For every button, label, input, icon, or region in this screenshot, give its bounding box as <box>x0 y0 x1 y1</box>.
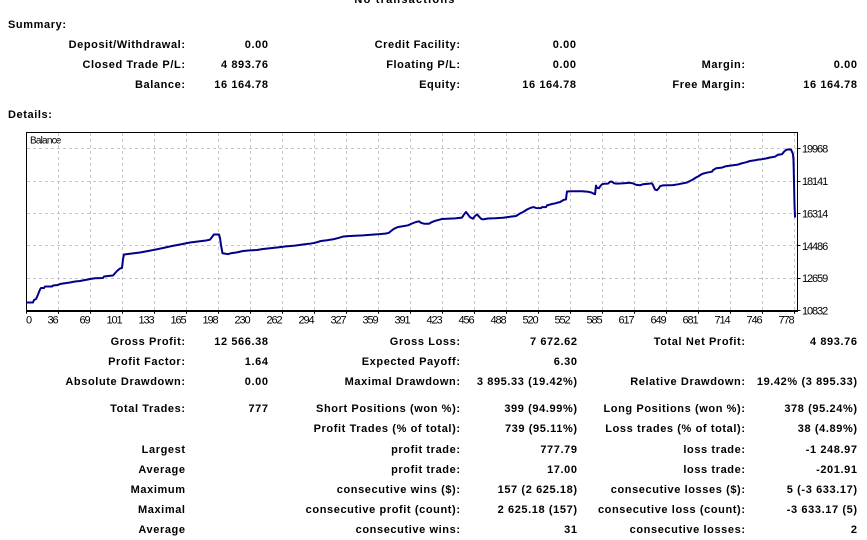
svg-text:681: 681 <box>682 314 698 326</box>
svg-text:198: 198 <box>202 314 218 326</box>
svg-text:19968: 19968 <box>802 144 828 156</box>
svg-text:746: 746 <box>746 314 762 326</box>
svg-text:10832: 10832 <box>802 306 828 318</box>
svg-text:520: 520 <box>522 314 538 326</box>
svg-text:14486: 14486 <box>802 241 828 253</box>
svg-text:18141: 18141 <box>802 176 828 188</box>
svg-text:262: 262 <box>266 314 282 326</box>
svg-text:16314: 16314 <box>802 208 828 220</box>
svg-text:359: 359 <box>362 314 378 326</box>
svg-text:552: 552 <box>554 314 570 326</box>
svg-text:165: 165 <box>170 314 186 326</box>
svg-text:488: 488 <box>490 314 506 326</box>
svg-text:327: 327 <box>330 314 346 326</box>
svg-text:617: 617 <box>618 314 634 326</box>
svg-text:230: 230 <box>234 314 250 326</box>
svg-text:649: 649 <box>650 314 666 326</box>
svg-text:36: 36 <box>47 314 58 326</box>
svg-text:0: 0 <box>26 314 32 326</box>
svg-text:133: 133 <box>138 314 154 326</box>
svg-text:714: 714 <box>714 314 730 326</box>
svg-text:12659: 12659 <box>802 273 828 285</box>
svg-text:585: 585 <box>586 314 602 326</box>
svg-text:778: 778 <box>778 314 794 326</box>
svg-text:391: 391 <box>394 314 410 326</box>
svg-text:69: 69 <box>79 314 90 326</box>
svg-text:Balance: Balance <box>30 135 62 146</box>
svg-text:294: 294 <box>298 314 314 326</box>
svg-text:423: 423 <box>426 314 442 326</box>
svg-text:101: 101 <box>106 314 122 326</box>
svg-text:456: 456 <box>458 314 474 326</box>
